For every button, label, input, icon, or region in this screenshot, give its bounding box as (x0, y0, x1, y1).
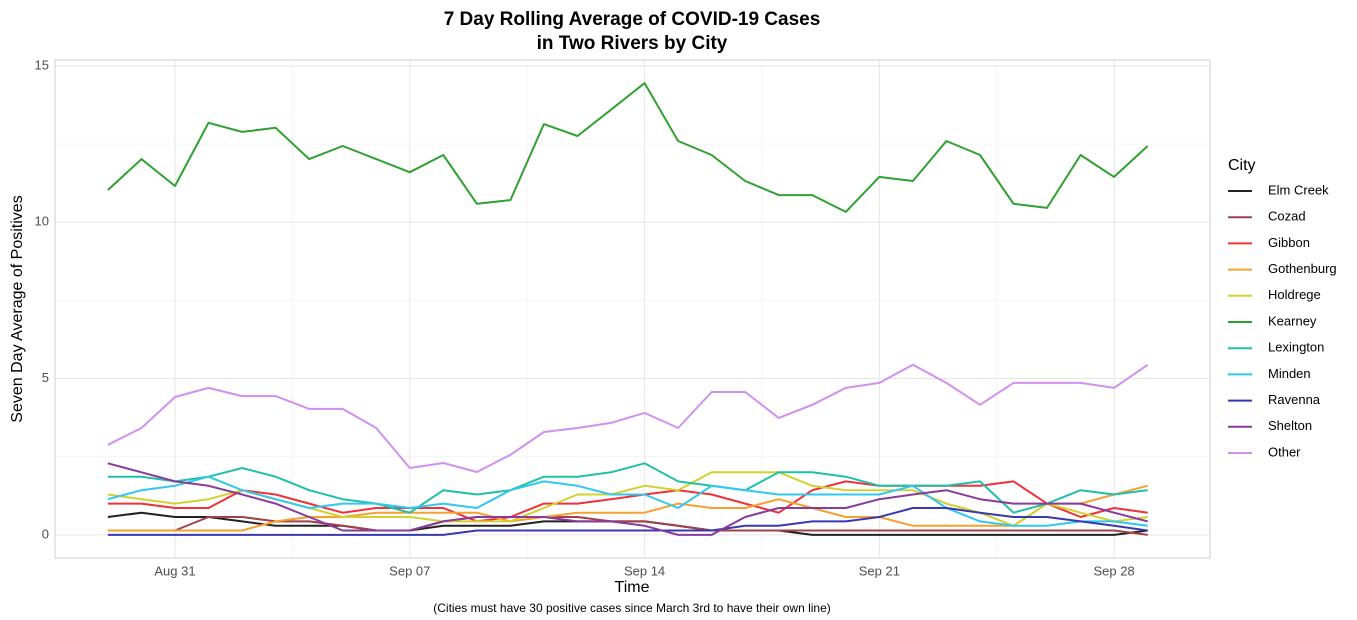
x-tick-label: Aug 31 (154, 563, 195, 578)
y-tick-label: 15 (35, 57, 49, 72)
legend-label: Cozad (1268, 209, 1306, 224)
legend-title: City (1228, 157, 1256, 174)
x-tick-label: Sep 28 (1094, 563, 1135, 578)
series-line (107, 471, 1148, 527)
legend-label: Gothenburg (1268, 261, 1337, 276)
y-tick-label: 5 (42, 370, 49, 385)
x-tick-label: Sep 07 (389, 563, 430, 578)
series-line (107, 363, 1149, 473)
legend-label: Elm Creek (1268, 182, 1329, 197)
series-line (107, 462, 1148, 514)
legend-label: Ravenna (1268, 392, 1321, 407)
legend-label: Other (1268, 444, 1301, 459)
y-tick-label: 10 (35, 214, 49, 229)
chart-title: 7 Day Rolling Average of COVID-19 Cases (444, 9, 821, 30)
x-tick-label: Sep 14 (624, 563, 665, 578)
series-line (107, 484, 1148, 532)
series-line (107, 480, 1148, 523)
legend-label: Holdrege (1268, 287, 1321, 302)
y-axis-label: Seven Day Average of Positives (9, 195, 26, 422)
chart-title: in Two Rivers by City (537, 33, 728, 54)
y-tick-label: 0 (42, 526, 49, 541)
legend-label: Lexington (1268, 340, 1324, 355)
series-line (107, 507, 1148, 536)
legend-label: Shelton (1268, 418, 1312, 433)
plot-border (54, 59, 1211, 559)
series-line (107, 82, 1149, 213)
x-axis-label: Time (615, 579, 650, 596)
series-line (107, 475, 1148, 527)
series-line (107, 462, 1148, 536)
x-tick-label: Sep 21 (859, 563, 900, 578)
legend-label: Gibbon (1268, 235, 1310, 250)
caption: (Cities must have 30 positive cases sinc… (433, 601, 831, 615)
legend-label: Kearney (1268, 313, 1317, 328)
legend-label: Minden (1268, 366, 1311, 381)
